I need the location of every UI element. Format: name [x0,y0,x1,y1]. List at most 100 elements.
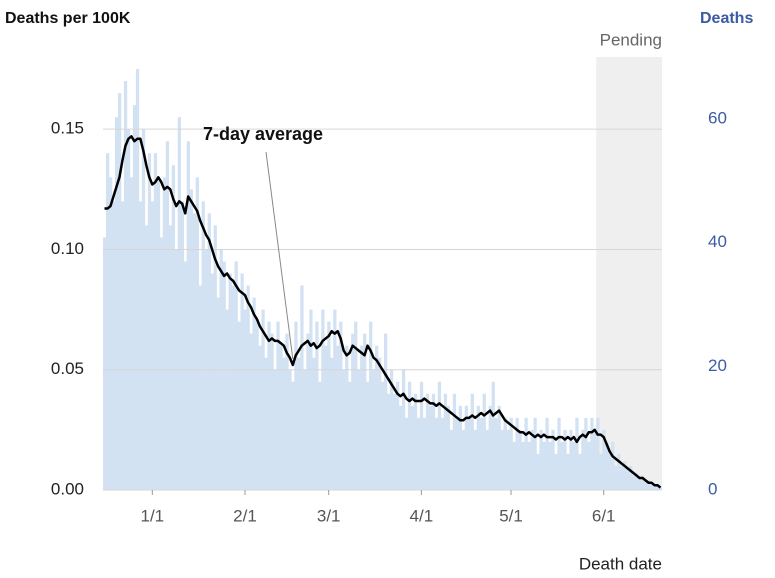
bar [225,309,229,490]
bar [629,465,633,490]
bar [291,381,295,490]
bar [357,369,361,490]
bar [521,441,525,490]
x-tick-label: 3/1 [317,506,341,525]
bar [351,333,355,490]
bar [309,309,313,490]
bar [231,285,235,490]
bar [638,477,642,490]
bar [111,201,116,491]
bar [369,321,373,490]
bar [584,417,588,490]
bar [339,321,343,490]
bar [515,417,519,490]
bar [123,81,128,491]
bar [497,405,501,490]
annotation-label: 7-day average [203,124,323,144]
bar [485,429,489,490]
bar [530,429,534,490]
bar [509,417,513,490]
bar [135,69,140,491]
bar [419,381,424,490]
bar [117,93,122,490]
y-tick-label: 0.15 [51,119,84,138]
bar [596,417,600,490]
bar [473,429,477,490]
bar [234,261,238,490]
bar [114,117,119,490]
bar [147,153,152,490]
bar [201,201,205,491]
bar [324,345,328,490]
bar [482,393,486,490]
bar [363,333,367,490]
bar [345,345,349,490]
bar [318,381,322,490]
bar [452,393,457,490]
y2-tick-label: 40 [708,232,727,251]
bar [105,153,110,490]
bar [401,369,406,490]
bar [348,381,352,490]
bar [644,480,648,490]
average-line [104,135,662,489]
bar [617,453,621,490]
x-tick-label: 1/1 [141,506,165,525]
bar [446,405,451,490]
bar [297,357,301,490]
bar [494,417,498,490]
bar [189,189,193,491]
bar [372,369,376,490]
bar [449,429,454,490]
bar [141,129,146,490]
bar [578,453,582,490]
bar [321,309,325,490]
bar [608,453,612,490]
y2-tick-label: 20 [708,356,727,375]
bar [635,473,639,490]
bar [458,405,463,490]
bar [536,453,540,490]
bar [437,381,442,490]
bar [252,297,256,490]
bar [315,321,319,490]
bar [539,429,543,490]
bar [336,345,340,490]
bar [354,321,358,490]
bar [312,357,316,490]
bar [132,105,137,490]
bar [192,213,196,490]
bar [560,441,564,490]
bar [479,417,483,490]
bar [488,405,492,490]
bar [398,405,403,490]
bar [491,381,495,490]
bar [656,485,660,490]
bar [300,285,304,490]
bar [647,480,651,490]
bar [548,441,552,490]
bar [270,333,274,490]
bar [333,309,337,490]
bar [605,441,609,490]
bar [404,417,409,490]
bar [222,261,226,490]
bar [267,321,271,490]
x-tick-label: 2/1 [233,506,257,525]
bar [177,117,182,490]
bar [611,441,615,490]
bar [228,273,232,490]
bar [455,417,460,490]
bar [375,345,379,490]
bar [416,417,421,490]
bar [144,225,149,490]
y2-tick-label: 0 [708,479,717,498]
bar [240,273,244,490]
bar [440,417,445,490]
bar [186,141,190,490]
bar [381,381,385,490]
bar [171,165,176,490]
bar [569,429,573,490]
bar [386,393,391,490]
